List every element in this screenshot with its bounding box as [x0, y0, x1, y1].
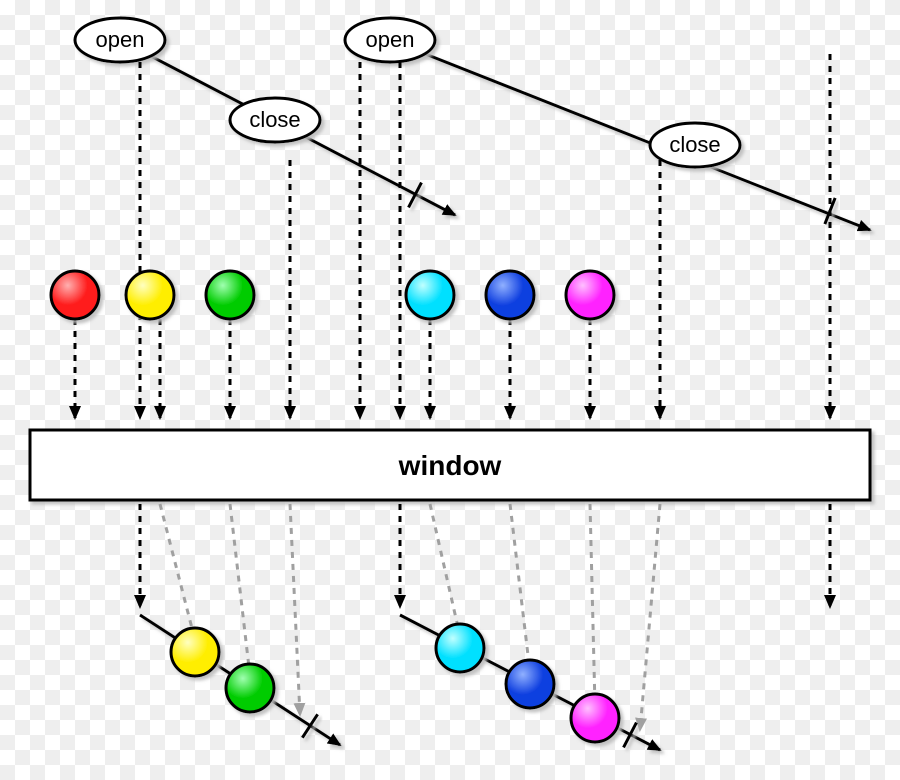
- result-marble-cyan: [436, 624, 484, 672]
- result-marble-blue: [506, 660, 554, 708]
- gray-arrow-1-1: [510, 504, 530, 672]
- result-timeline: [20, 601, 870, 629]
- control-branch-1: [390, 40, 870, 230]
- open-ellipse-1: open: [345, 18, 435, 62]
- svg-text:open: open: [366, 27, 415, 52]
- result-marble-yellow: [171, 628, 219, 676]
- result-marble-magenta: [571, 694, 619, 742]
- svg-text:close: close: [669, 132, 720, 157]
- open-ellipse-0: open: [75, 18, 165, 62]
- svg-text:close: close: [249, 107, 300, 132]
- source-marble-magenta: [566, 271, 614, 319]
- svg-text:open: open: [96, 27, 145, 52]
- source-marble-red: [51, 271, 99, 319]
- source-marble-green: [206, 271, 254, 319]
- operator-label: window: [398, 450, 502, 481]
- source-marble-yellow: [126, 271, 174, 319]
- source-marble-cyan: [406, 271, 454, 319]
- result-marble-green: [226, 664, 274, 712]
- close-ellipse-1: close: [650, 123, 740, 167]
- gray-arrow-1-3: [640, 504, 660, 730]
- source-marble-blue: [486, 271, 534, 319]
- gray-arrow-0-2: [290, 504, 300, 715]
- gray-arrow-0-1: [230, 504, 250, 676]
- gray-arrow-1-2: [590, 504, 595, 706]
- gray-arrow-0-0: [160, 504, 195, 640]
- close-ellipse-0: close: [230, 98, 320, 142]
